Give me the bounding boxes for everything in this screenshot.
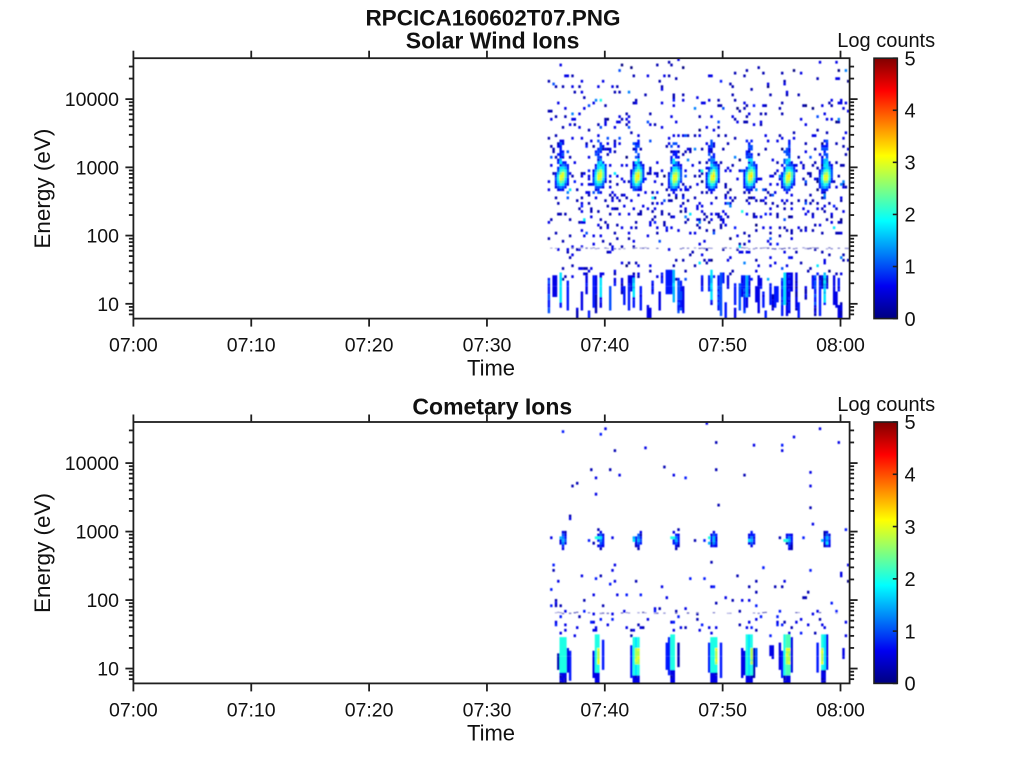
svg-text:10000: 10000 [65, 89, 119, 111]
svg-text:3: 3 [905, 153, 916, 175]
svg-text:07:30: 07:30 [463, 335, 512, 357]
svg-text:0: 0 [905, 674, 916, 696]
svg-text:07:40: 07:40 [580, 335, 629, 357]
svg-text:07:50: 07:50 [698, 335, 747, 357]
svg-text:2: 2 [905, 205, 916, 227]
svg-text:1000: 1000 [76, 157, 120, 179]
svg-text:3: 3 [905, 517, 916, 539]
svg-text:Time: Time [467, 720, 515, 745]
svg-text:1: 1 [905, 257, 916, 279]
svg-text:100: 100 [86, 590, 119, 612]
svg-text:07:50: 07:50 [698, 699, 747, 721]
svg-text:RPCICA160602T07.PNG: RPCICA160602T07.PNG [365, 6, 620, 31]
svg-text:4: 4 [905, 101, 916, 123]
svg-text:07:20: 07:20 [345, 699, 394, 721]
svg-text:Energy (eV): Energy (eV) [30, 129, 55, 249]
svg-text:10000: 10000 [65, 453, 119, 475]
svg-text:07:40: 07:40 [580, 699, 629, 721]
svg-text:100: 100 [86, 226, 119, 248]
svg-text:Log counts: Log counts [837, 30, 935, 52]
svg-text:5: 5 [905, 412, 916, 434]
svg-text:10: 10 [97, 659, 119, 681]
svg-text:Cometary Ions: Cometary Ions [412, 394, 572, 420]
svg-text:5: 5 [905, 48, 916, 70]
svg-text:Solar Wind Ions: Solar Wind Ions [406, 28, 580, 54]
svg-text:08:00: 08:00 [816, 699, 865, 721]
svg-text:08:00: 08:00 [816, 335, 865, 357]
svg-text:1000: 1000 [76, 522, 120, 544]
svg-text:07:10: 07:10 [227, 335, 276, 357]
svg-text:Time: Time [467, 355, 515, 380]
svg-text:07:30: 07:30 [463, 699, 512, 721]
svg-text:2: 2 [905, 569, 916, 591]
svg-text:07:00: 07:00 [109, 335, 158, 357]
svg-text:Log counts: Log counts [837, 394, 935, 416]
svg-text:1: 1 [905, 621, 916, 643]
svg-text:07:10: 07:10 [227, 699, 276, 721]
svg-text:10: 10 [97, 294, 119, 316]
svg-text:Energy (eV): Energy (eV) [30, 493, 55, 613]
svg-text:07:20: 07:20 [345, 335, 394, 357]
svg-text:07:00: 07:00 [109, 699, 158, 721]
svg-text:0: 0 [905, 309, 916, 331]
svg-text:4: 4 [905, 465, 916, 487]
